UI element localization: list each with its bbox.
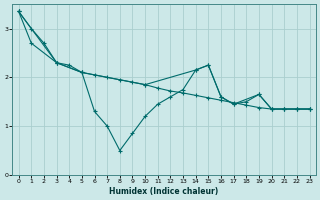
X-axis label: Humidex (Indice chaleur): Humidex (Indice chaleur) [109,187,219,196]
